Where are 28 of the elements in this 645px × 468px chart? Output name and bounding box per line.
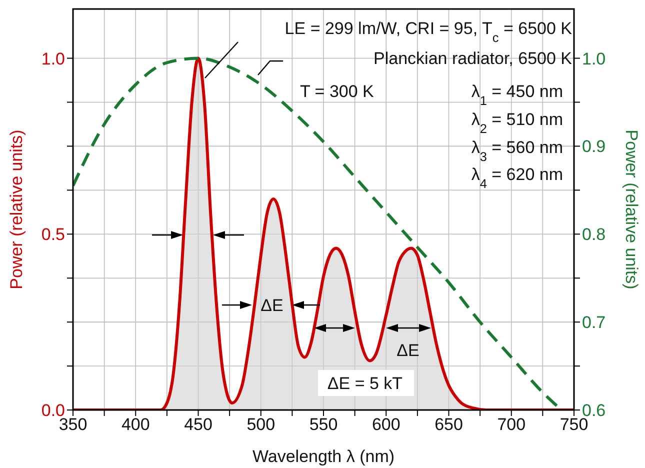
x-tick-label: 700 — [497, 415, 526, 434]
x-axis-title: Wavelength λ (nm) — [252, 447, 395, 466]
annotation: Planckian radiator, 6500 K — [374, 49, 573, 68]
x-tick-label: 550 — [309, 415, 338, 434]
annotation: LE = 299 lm/W, CRI = 95, T$_{c}$ = 6500 K — [284, 19, 573, 44]
x-tick-label: 400 — [121, 415, 150, 434]
x-tick-label: 600 — [372, 415, 400, 434]
annotation: ΔE — [396, 341, 420, 360]
annotation: ΔE = 5 kT — [327, 374, 403, 393]
y-axis-title: Power (relative units) — [7, 130, 26, 290]
annotation: ΔE — [260, 296, 284, 315]
y2-axis-title: Power (relative units) — [622, 130, 641, 290]
x-tick-label: 450 — [184, 415, 212, 434]
x-tick-label: 500 — [246, 415, 276, 434]
annotation: T = 300 K — [300, 82, 375, 101]
x-tick-label: 650 — [434, 415, 463, 434]
annotation: λ$_{1}$ = 450 nm — [471, 82, 563, 108]
y2-tick-label: 0.7 — [582, 313, 606, 332]
x-tick-label: 750 — [560, 415, 588, 434]
annotation: λ$_{4}$ = 620 nm — [471, 165, 563, 190]
y-tick-label: 0.5 — [41, 225, 65, 244]
x-tick-label: 350 — [58, 415, 88, 434]
y-tick-label: 1.0 — [41, 49, 65, 68]
annotation: λ$_{3}$ = 560 nm — [471, 138, 563, 164]
annotation: λ$_{2}$ = 510 nm — [471, 110, 563, 136]
y2-tick-label: 0.8 — [582, 225, 606, 244]
y2-tick-label: 0.9 — [582, 137, 606, 156]
y2-tick-label: 1.0 — [582, 49, 606, 68]
